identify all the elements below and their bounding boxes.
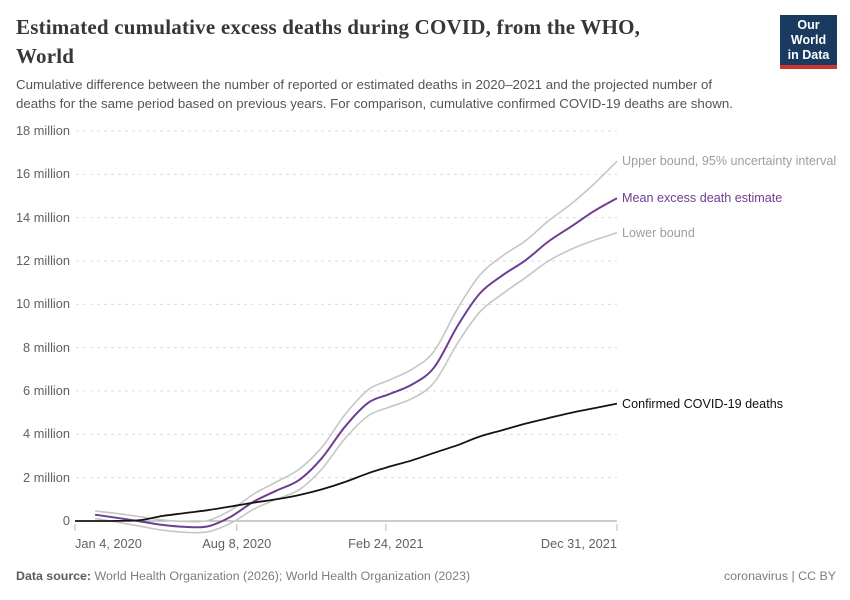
x-axis-label: Aug 8, 2020 <box>202 536 272 551</box>
y-axis-label: 2 million <box>23 469 70 485</box>
owid-logo-line1: Our World <box>790 18 827 47</box>
y-axis-label: 12 million <box>15 253 70 268</box>
series-line-mean-excess-death-estimate[interactable] <box>94 197 618 529</box>
series-line-confirmed-covid-19-deaths[interactable] <box>74 402 618 522</box>
data-source-value: World Health Organization (2026); World … <box>91 569 471 583</box>
page-title-line2: World <box>16 44 75 68</box>
chart-subtitle: Cumulative difference between the number… <box>16 75 733 113</box>
license-link[interactable]: coronavirus | CC BY <box>723 569 836 583</box>
owid-logo-line2: in Data <box>787 48 830 62</box>
series-line-upper-bound-95-uncertainty-interval[interactable] <box>95 160 618 523</box>
x-axis-label: Jan 4, 2020 <box>75 536 142 551</box>
x-axis-label: Dec 31, 2021 <box>540 536 617 551</box>
data-source-note: Data source: World Health Organization (… <box>16 569 470 583</box>
data-source-label: Data source: <box>16 569 92 583</box>
series-label-confirmed-covid-19-deaths[interactable]: Confirmed COVID-19 deaths <box>622 396 783 411</box>
y-axis-label: 6 million <box>23 383 70 398</box>
series-label-mean-excess-death-estimate[interactable]: Mean excess death estimate <box>622 191 783 206</box>
series-line-lower-bound[interactable] <box>94 232 618 534</box>
series-label-upper-bound-95-uncertainty-interval[interactable]: Upper bound, 95% uncertainty interval <box>622 154 837 169</box>
y-axis-label: 16 million <box>15 166 70 182</box>
y-axis-label: 8 million <box>23 339 70 355</box>
chart-subtitle-line1: Cumulative difference between the number… <box>16 77 713 92</box>
y-axis-label: 4 million <box>23 426 70 442</box>
y-axis-label: 10 million <box>15 296 70 312</box>
page-title-line1: Estimated cumulative excess deaths durin… <box>16 15 641 39</box>
page-title: Estimated cumulative excess deaths durin… <box>16 13 766 71</box>
x-axis-label: Feb 24, 2021 <box>348 536 424 551</box>
series-label-lower-bound[interactable]: Lower bound <box>622 225 695 240</box>
y-axis-label: 14 million <box>15 209 70 225</box>
y-axis-label: 18 million <box>15 123 70 138</box>
chart-subtitle-line2: deaths for the same period based on prev… <box>16 96 733 111</box>
y-axis-label: 0 <box>62 513 70 528</box>
owid-logo[interactable]: Our World in Data <box>780 15 837 69</box>
